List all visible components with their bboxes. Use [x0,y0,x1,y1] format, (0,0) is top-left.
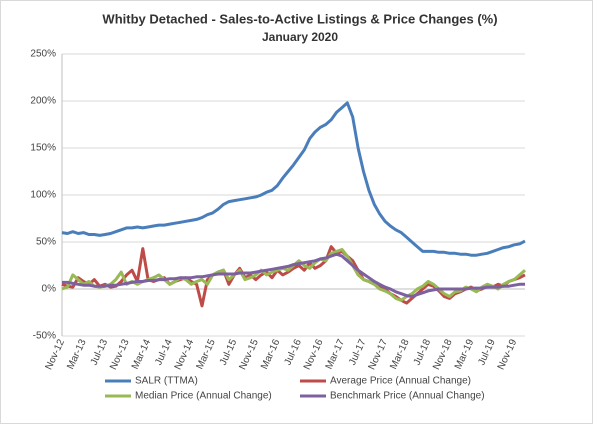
chart-subtitle: January 2020 [262,30,338,44]
series-line [61,101,526,257]
y-tick-label: 50% [36,237,56,248]
legend-label: Average Price (Annual Change) [330,376,471,387]
legend-label: Benchmark Price (Annual Change) [330,391,485,402]
y-tick-label: 250% [30,49,56,60]
legend-label: SALR (TTMA) [135,376,198,387]
y-tick-label: 150% [30,143,56,154]
series-line [62,252,525,298]
y-tick-label: -50% [33,331,56,342]
y-tick-label: 0% [42,284,57,295]
chart-title: Whitby Detached - Sales-to-Active Listin… [102,11,497,26]
legend-label: Median Price (Annual Change) [135,391,272,402]
series-line [61,245,526,308]
y-tick-label: 100% [30,190,56,201]
y-tick-label: 200% [30,96,56,107]
